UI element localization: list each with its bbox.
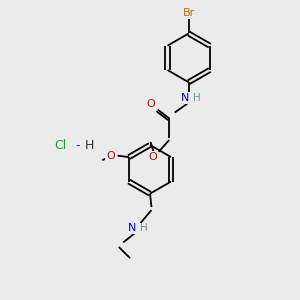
Text: H: H <box>84 139 94 152</box>
Text: H: H <box>193 93 200 103</box>
Text: O: O <box>146 99 155 109</box>
Text: N: N <box>181 93 189 103</box>
Text: O: O <box>106 151 115 160</box>
Text: -: - <box>75 139 80 152</box>
Text: Cl: Cl <box>55 139 67 152</box>
Text: O: O <box>148 152 157 162</box>
Text: Br: Br <box>182 8 195 18</box>
Text: N: N <box>128 224 136 233</box>
Text: H: H <box>140 224 147 233</box>
